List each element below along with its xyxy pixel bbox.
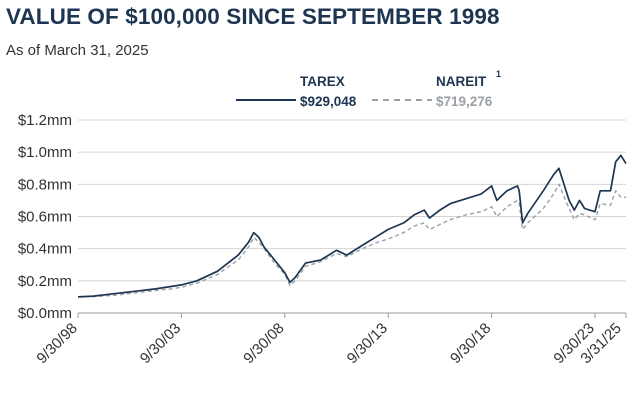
x-axis-ticks: 9/30/98 9/30/03 9/30/08 9/30/13 9/30/18 9/30/… (33, 313, 627, 367)
y-tick-label: $0.4mm (18, 241, 72, 258)
x-tick-label: 9/30/08 (240, 320, 287, 367)
x-tick-label: 9/30/03 (137, 320, 184, 367)
x-tick-label: 9/30/13 (344, 320, 391, 367)
series-lines (77, 154, 627, 298)
page-subtitle: As of March 31, 2025 (6, 42, 149, 59)
page-title: VALUE OF $100,000 SINCE SEPTEMBER 1998 (6, 4, 500, 29)
legend-value-tarex: $929,048 (300, 94, 357, 109)
series-line-tarex (77, 154, 627, 298)
y-axis-ticks: $0.0mm $0.2mm $0.4mm $0.6mm $0.8mm $1.0mm $1.2… (18, 112, 72, 322)
legend-label-nareit: NAREIT (436, 74, 487, 89)
y-tick-label: $1.2mm (18, 112, 72, 129)
gridlines (78, 119, 626, 314)
y-tick-label: $0.0mm (18, 305, 72, 322)
y-tick-label: $0.2mm (18, 273, 72, 290)
legend: TAREX $929,048 NAREIT 1 $719,276 (236, 69, 501, 109)
legend-label-tarex: TAREX (300, 74, 345, 89)
y-tick-label: $0.8mm (18, 176, 72, 193)
y-tick-label: $0.6mm (18, 209, 72, 226)
x-tick-label: 9/30/18 (447, 320, 494, 367)
legend-value-nareit: $719,276 (436, 94, 493, 109)
y-tick-label: $1.0mm (18, 144, 72, 161)
x-tick-label: 9/30/98 (33, 320, 80, 367)
legend-footnote-marker: 1 (496, 69, 501, 79)
series-line-nareit (77, 183, 627, 298)
